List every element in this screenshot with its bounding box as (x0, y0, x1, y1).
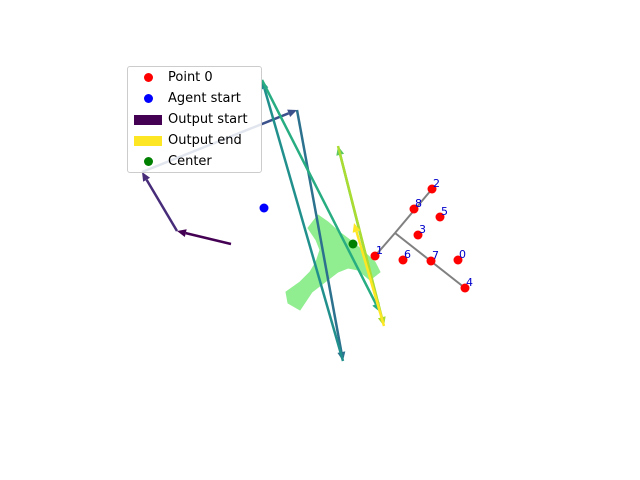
point-7 (426, 256, 436, 266)
point-label-0: 0 (459, 248, 466, 261)
legend-entry-point-0: Point 0 (128, 67, 213, 88)
arrow-head-8 (352, 223, 361, 233)
skeleton-segment-1 (374, 232, 396, 257)
arrow-shaft-4 (263, 88, 345, 362)
legend-label-output-end: Output end (168, 133, 242, 148)
arrow-shaft-1 (145, 179, 179, 232)
legend-marker-point-0 (143, 73, 153, 82)
point-label-5: 5 (441, 205, 448, 218)
point-6 (398, 255, 408, 265)
point-2 (427, 184, 437, 194)
legend-entry-agent-start: Agent start (128, 88, 241, 109)
legend: Point 0 Agent start Output start Output … (127, 66, 262, 173)
legend-marker-output-start (134, 114, 162, 125)
legend-label-agent-start: Agent start (168, 91, 241, 106)
point-8 (409, 204, 419, 214)
arrow-shaft-8 (355, 231, 386, 327)
agent-start-point (259, 203, 269, 213)
arrow-head-1 (142, 172, 151, 182)
highlight-region (285, 214, 381, 311)
legend-marker-center (143, 157, 153, 166)
legend-entry-output-start: Output start (128, 109, 248, 130)
point-label-4: 4 (466, 276, 473, 289)
point-label-6: 6 (404, 248, 411, 261)
point-label-3: 3 (419, 223, 426, 236)
arrow-shaft-0 (185, 231, 232, 246)
legend-label-point-0: Point 0 (168, 70, 213, 85)
legend-marker-output-end (134, 135, 162, 146)
arrow-shaft-3 (295, 109, 343, 353)
arrow-head-0 (177, 229, 187, 237)
point-label-2: 2 (433, 177, 440, 190)
arrow-shaft-7 (336, 145, 383, 318)
point-1 (370, 251, 380, 261)
legend-label-center: Center (168, 154, 212, 169)
legend-label-output-start: Output start (168, 112, 248, 127)
legend-entry-center: Center (128, 151, 212, 172)
point-3 (413, 230, 423, 240)
point-label-8: 8 (415, 197, 422, 210)
point-label-1: 1 (376, 244, 383, 257)
point-4 (460, 283, 470, 293)
center-point (348, 239, 358, 249)
trajectory-arrows-layer (141, 79, 386, 362)
legend-marker-agent-start (143, 94, 153, 103)
legend-entry-output-end: Output end (128, 130, 242, 151)
arrow-head-2 (287, 109, 297, 118)
arrow-shaft-5 (260, 79, 378, 305)
point-label-7: 7 (432, 249, 439, 262)
points-layer: 0 1 2 3 4 5 6 7 8 (259, 177, 473, 293)
point-0 (453, 255, 463, 265)
region-layer (285, 214, 381, 311)
point-5 (435, 212, 445, 222)
